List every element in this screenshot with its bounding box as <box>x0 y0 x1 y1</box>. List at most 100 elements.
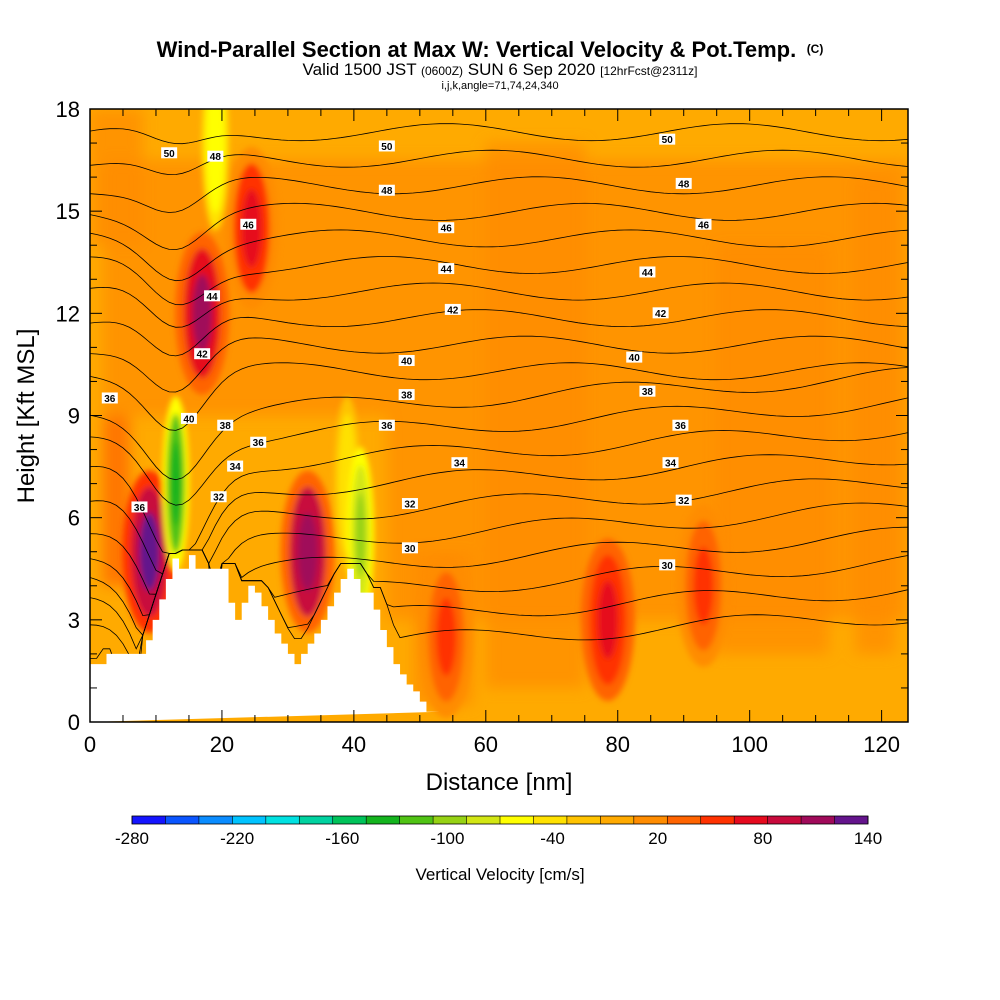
contour-label-text: 30 <box>404 544 416 555</box>
contour-label: 44 <box>438 263 455 276</box>
contour-label: 48 <box>207 150 224 163</box>
contour-label: 32 <box>675 494 692 507</box>
contour-label-bg <box>659 559 676 571</box>
x-tick-label: 60 <box>474 732 498 757</box>
y-tick-label: 9 <box>68 404 80 429</box>
valid-time-date: SUN 6 Sep 2020 <box>468 60 596 79</box>
contour-label: 34 <box>662 457 679 470</box>
colorbar-segment <box>633 816 668 824</box>
contour-label-text: 50 <box>662 135 674 146</box>
svg-text:Wind-Parallel Section at Max W: Wind-Parallel Section at Max W: Vertical… <box>157 37 824 62</box>
contour-label-bg <box>626 351 643 363</box>
colorbar-tick-label: 20 <box>648 829 667 848</box>
field-band <box>855 177 895 654</box>
contour-label-text: 32 <box>678 496 690 507</box>
contour-label: 34 <box>451 457 468 470</box>
colorbar-segment <box>600 816 635 824</box>
contour-label-text: 50 <box>381 142 393 153</box>
contour-label-text: 40 <box>629 353 641 364</box>
contour-label-text: 36 <box>253 438 265 449</box>
y-tick-label: 18 <box>56 97 80 122</box>
theta-contour-line <box>90 176 908 213</box>
field-core-peak <box>170 441 181 526</box>
theta-contour-line <box>90 202 908 251</box>
theta-contour-line <box>90 478 908 595</box>
contour-label-bg <box>438 222 455 234</box>
contour-label: 30 <box>401 542 418 555</box>
contour-label-text: 32 <box>213 493 225 504</box>
theta-contour-line <box>90 502 908 617</box>
colorbar-segment <box>165 816 200 824</box>
theta-contour-line <box>90 397 908 506</box>
x-axis: 0 20 40 60 80 100 120 <box>84 109 900 757</box>
contour-label: 36 <box>131 501 148 514</box>
contour-label-bg <box>207 150 224 162</box>
contour-label-text: 34 <box>454 459 466 470</box>
colorbar-segment <box>667 816 702 824</box>
x-axis-title: Distance [nm] <box>426 769 573 796</box>
colorbar-segment <box>533 816 568 824</box>
y-tick-label: 12 <box>56 301 80 326</box>
contour-label-text: 42 <box>197 350 209 361</box>
contour-label-bg <box>675 494 692 506</box>
theta-contour-line <box>90 309 908 357</box>
colorbar-tick-label: -220 <box>220 829 254 848</box>
field-core-peak <box>210 109 221 186</box>
contour-label-text: 36 <box>134 503 146 514</box>
theta-contour-line <box>90 362 908 431</box>
contour-label: 32 <box>210 491 227 504</box>
colorbar-segment <box>834 816 869 824</box>
contour-label: 42 <box>194 348 211 361</box>
colorbar-segment <box>566 816 601 824</box>
contour-label-bg <box>672 419 689 431</box>
contour-label-text: 34 <box>665 459 677 470</box>
contour-label: 42 <box>652 307 669 320</box>
field-core-peak <box>355 492 366 577</box>
contour-label: 46 <box>240 218 257 231</box>
contour-label: 48 <box>378 184 395 197</box>
contour-label: 40 <box>398 355 415 368</box>
contour-label: 36 <box>378 419 395 432</box>
colorbar-segment <box>265 816 300 824</box>
contour-label-bg <box>180 412 197 424</box>
theta-contour-line <box>90 282 908 328</box>
contour-label-bg <box>639 266 656 278</box>
theta-contour-line <box>90 256 908 306</box>
contour-label-bg <box>639 385 656 397</box>
grid-params: i,j,k,angle=71,74,24,340 <box>441 80 558 92</box>
svg-text:Valid 1500 JST (0600Z): Valid 1500 JST (0600Z) SUN 6 Sep 2020 [1… <box>303 60 698 79</box>
colorbar-segment <box>500 816 534 824</box>
theta-contour-line <box>90 229 908 282</box>
colorbar-segment <box>198 816 233 824</box>
colorbar-segment <box>399 816 434 824</box>
theta-contour-line <box>90 526 908 636</box>
contour-label-bg <box>662 457 679 469</box>
contour-label-text: 46 <box>243 220 255 231</box>
colorbar-segment <box>299 816 334 824</box>
contour-label-text: 46 <box>698 220 710 231</box>
contour-label-bg <box>217 419 234 431</box>
contour-label-text: 36 <box>675 421 687 432</box>
colorbar-segment <box>767 816 802 824</box>
contour-label: 38 <box>398 389 415 402</box>
contour-label-text: 36 <box>104 394 116 405</box>
contour-label-bg <box>194 348 211 360</box>
contour-label-bg <box>451 457 468 469</box>
field-core-peak <box>693 546 714 625</box>
contour-label-text: 44 <box>642 268 654 279</box>
contour-label-text: 48 <box>210 152 222 163</box>
colorbar-title: Vertical Velocity [cm/s] <box>415 865 584 884</box>
field-core-peak <box>436 597 457 676</box>
contour-label-text: 46 <box>441 224 453 235</box>
contour-label: 50 <box>161 147 178 160</box>
field-core-peak <box>139 512 160 591</box>
plot-area: 50 48 46 44 42 40 38 36 34 32 36 36 50 48 46 44 42 40 38 36… <box>90 109 908 722</box>
y-tick-label: 3 <box>68 608 80 633</box>
valid-time-utc: (0600Z) <box>421 64 463 78</box>
x-tick-label: 20 <box>210 732 234 757</box>
field-band <box>90 109 143 246</box>
contour-label: 36 <box>672 419 689 432</box>
contour-label-bg <box>240 218 257 230</box>
contour-label: 44 <box>204 290 221 303</box>
